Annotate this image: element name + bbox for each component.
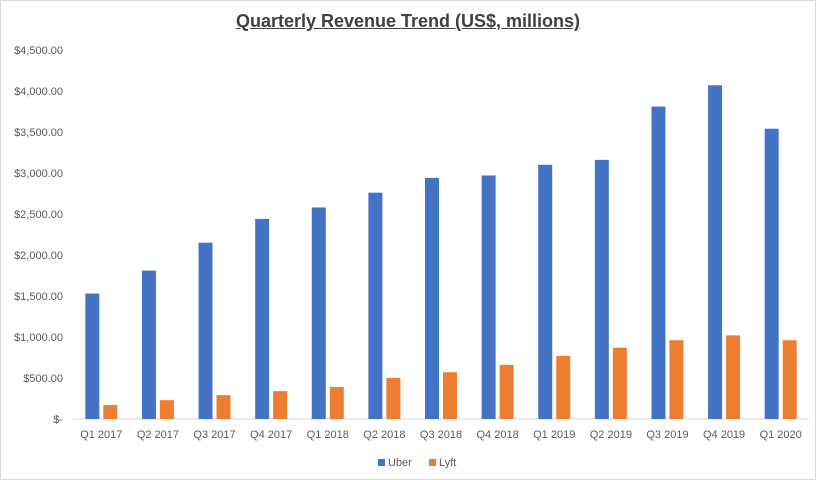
x-tick-label: Q1 2018 — [307, 429, 349, 441]
y-tick-label: $3,000.00 — [14, 168, 63, 180]
x-tick-label: Q3 2017 — [193, 429, 235, 441]
legend-swatch-uber — [378, 459, 385, 466]
bar-lyft — [612, 347, 627, 419]
x-tick-label: Q2 2019 — [590, 429, 632, 441]
bar-uber — [311, 207, 326, 419]
bar-lyft — [103, 405, 118, 419]
y-tick-label: $500.00 — [23, 373, 63, 385]
bar-uber — [368, 192, 383, 419]
x-tick-label: Q4 2017 — [250, 429, 292, 441]
legend: Uber Lyft — [378, 457, 456, 469]
x-tick-label: Q4 2019 — [703, 429, 745, 441]
bar-uber — [425, 177, 439, 419]
y-axis: $- $500.00 $1,000.00 $1,500.00 $2,000.00 $2,5… — [14, 45, 63, 426]
y-tick-label: $2,000.00 — [14, 250, 63, 262]
bar-lyft — [782, 340, 797, 419]
bar-uber — [708, 85, 723, 419]
bar-lyft — [386, 378, 401, 419]
y-tick-label: $2,500.00 — [14, 209, 63, 221]
x-tick-label: Q3 2019 — [646, 429, 688, 441]
bar-lyft — [216, 395, 231, 419]
bar-lyft — [159, 400, 174, 419]
x-tick-label: Q2 2018 — [363, 429, 405, 441]
legend-swatch-lyft — [429, 459, 436, 466]
bar-lyft — [669, 340, 684, 419]
legend-label-lyft: Lyft — [439, 457, 456, 469]
x-tick-label: Q2 2017 — [137, 429, 179, 441]
x-tick-label: Q1 2019 — [533, 429, 575, 441]
bars — [85, 85, 797, 419]
y-tick-label: $- — [53, 414, 63, 426]
bar-uber — [255, 218, 270, 419]
x-tick-label: Q1 2017 — [80, 429, 122, 441]
bar-lyft — [726, 335, 741, 419]
bar-uber — [481, 175, 496, 419]
bar-uber — [141, 270, 156, 419]
x-tick-label: Q1 2020 — [760, 429, 802, 441]
bar-lyft — [273, 391, 288, 419]
bar-uber — [198, 242, 213, 419]
y-tick-label: $3,500.00 — [14, 127, 63, 139]
bar-uber — [764, 128, 779, 419]
x-tick-label: Q3 2018 — [420, 429, 462, 441]
y-tick-label: $4,000.00 — [14, 86, 63, 98]
bar-uber — [85, 293, 100, 419]
y-tick-label: $1,500.00 — [14, 291, 63, 303]
bar-lyft — [443, 372, 457, 419]
bar-uber — [538, 164, 553, 419]
y-tick-label: $4,500.00 — [14, 45, 63, 57]
bar-uber — [594, 159, 609, 419]
y-tick-label: $1,000.00 — [14, 332, 63, 344]
bar-uber — [651, 106, 666, 419]
legend-label-uber: Uber — [388, 457, 412, 469]
bar-lyft — [556, 355, 571, 419]
bar-lyft — [329, 387, 344, 419]
x-tick-label: Q4 2018 — [477, 429, 519, 441]
x-axis: Q1 2017 Q2 2017 Q3 2017 Q4 2017 Q1 2018 Q2 20… — [73, 418, 809, 441]
bar-lyft — [499, 364, 514, 419]
chart-title: Quarterly Revenue Trend (US$, millions) — [235, 11, 581, 31]
